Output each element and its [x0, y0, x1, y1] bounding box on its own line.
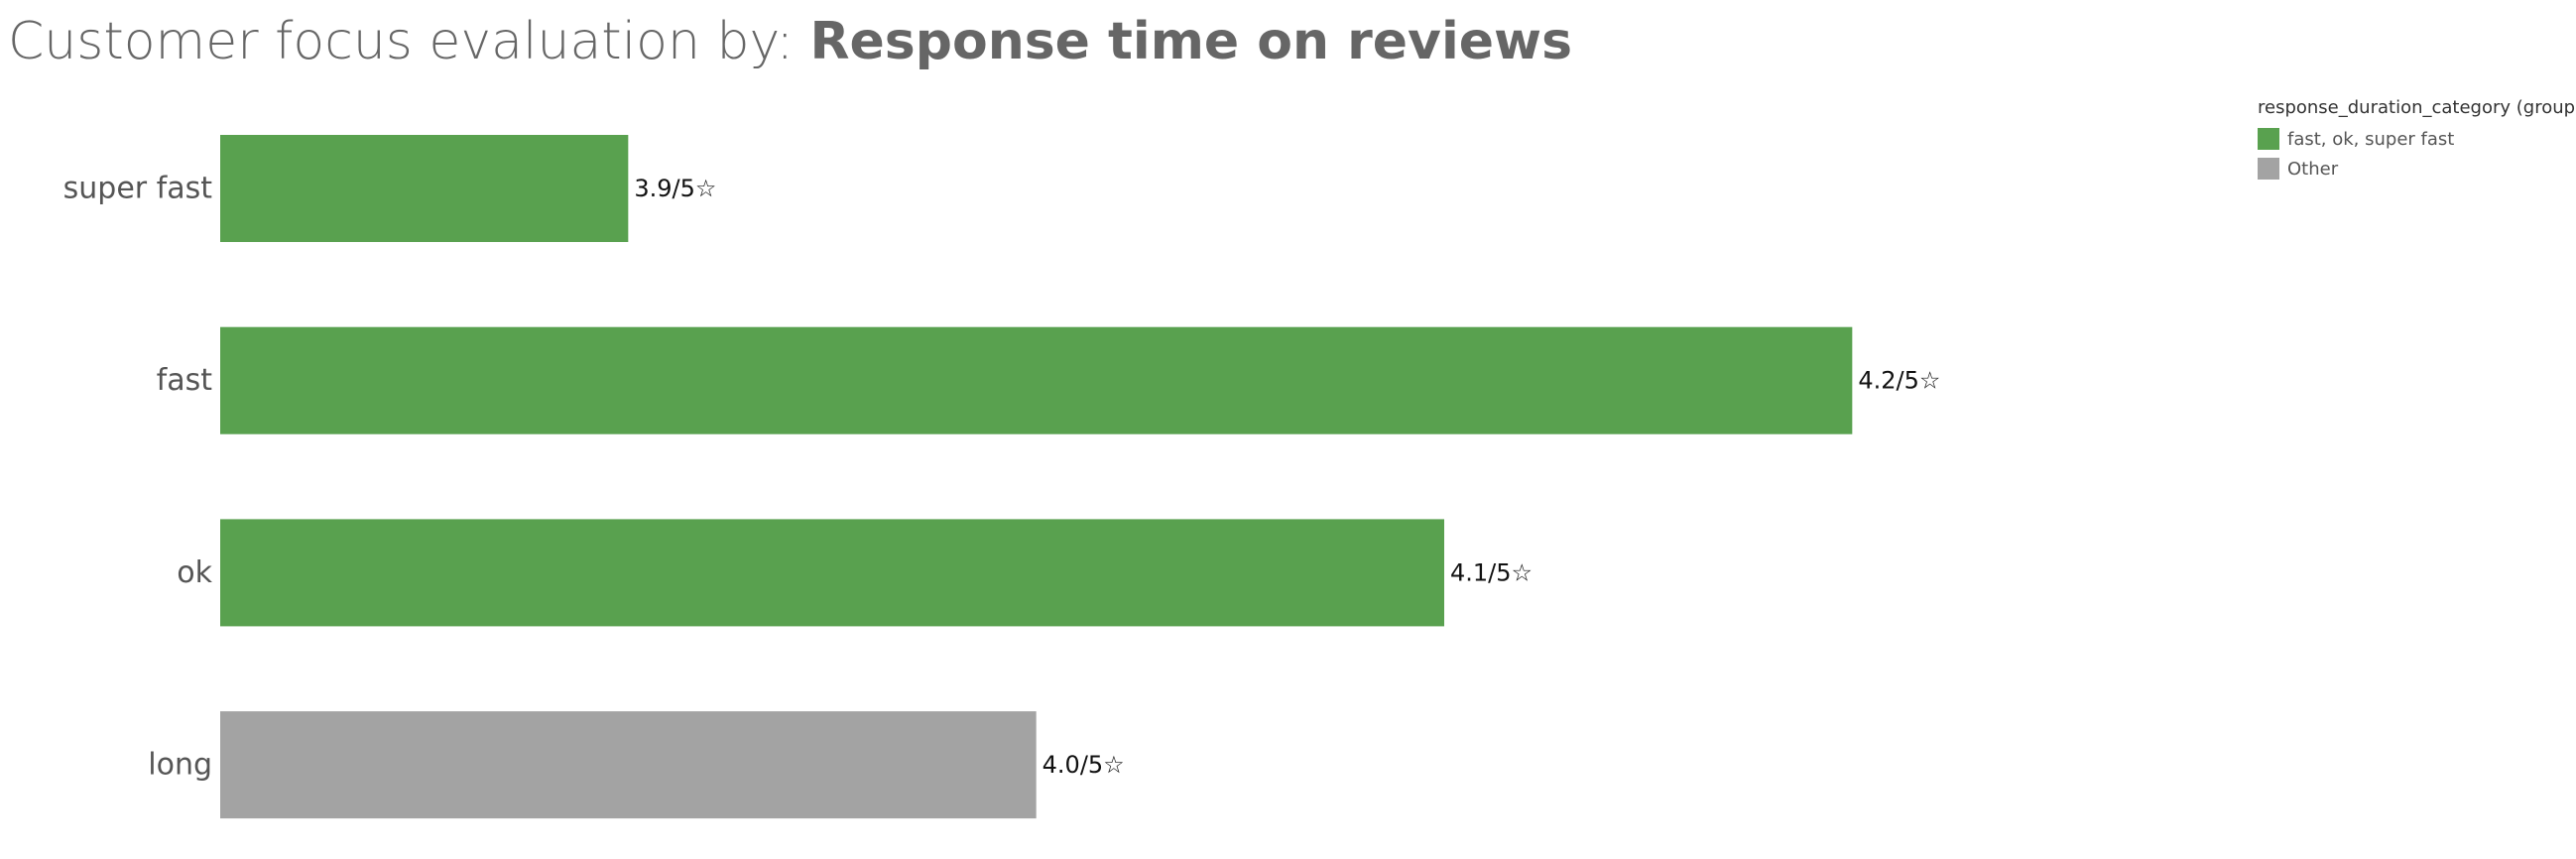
bar-fast[interactable] [220, 326, 1853, 434]
value-label-fast: 4.2/5☆ [1858, 367, 1940, 395]
legend-label-group: fast, ok, super fast [2287, 128, 2455, 150]
bars-group [220, 135, 1853, 819]
category-label-super-fast: super fast [63, 172, 213, 206]
bar-super-fast[interactable] [220, 135, 629, 242]
legend-label-other: Other [2287, 158, 2339, 180]
category-label-fast: fast [157, 363, 213, 398]
legend-swatch-other [2258, 158, 2279, 180]
category-label-ok: ok [177, 555, 212, 590]
chart-title-emphasis: Response time on reviews [809, 12, 1573, 71]
chart-title-prefix: Customer focus evaluation by: [8, 12, 810, 71]
legend-item-group[interactable]: fast, ok, super fast [2258, 124, 2576, 154]
legend-item-other[interactable]: Other [2258, 154, 2576, 184]
legend-swatch-group [2258, 128, 2279, 150]
value-label-ok: 4.1/5☆ [1450, 558, 1533, 586]
bar-ok[interactable] [220, 519, 1444, 627]
value-label-super-fast: 3.9/5☆ [634, 175, 716, 202]
legend: response_duration_category (group) fast,… [2258, 97, 2576, 184]
chart-title: Customer focus evaluation by: Response t… [8, 12, 1572, 71]
bar-long[interactable] [220, 711, 1037, 819]
value-labels: 3.9/5☆ 4.2/5☆ 4.1/5☆ 4.0/5☆ [634, 175, 1940, 779]
category-labels: super fast fast ok long [63, 172, 213, 783]
legend-title: response_duration_category (group) [2258, 97, 2576, 118]
category-label-long: long [148, 748, 212, 783]
value-label-long: 4.0/5☆ [1043, 751, 1125, 779]
